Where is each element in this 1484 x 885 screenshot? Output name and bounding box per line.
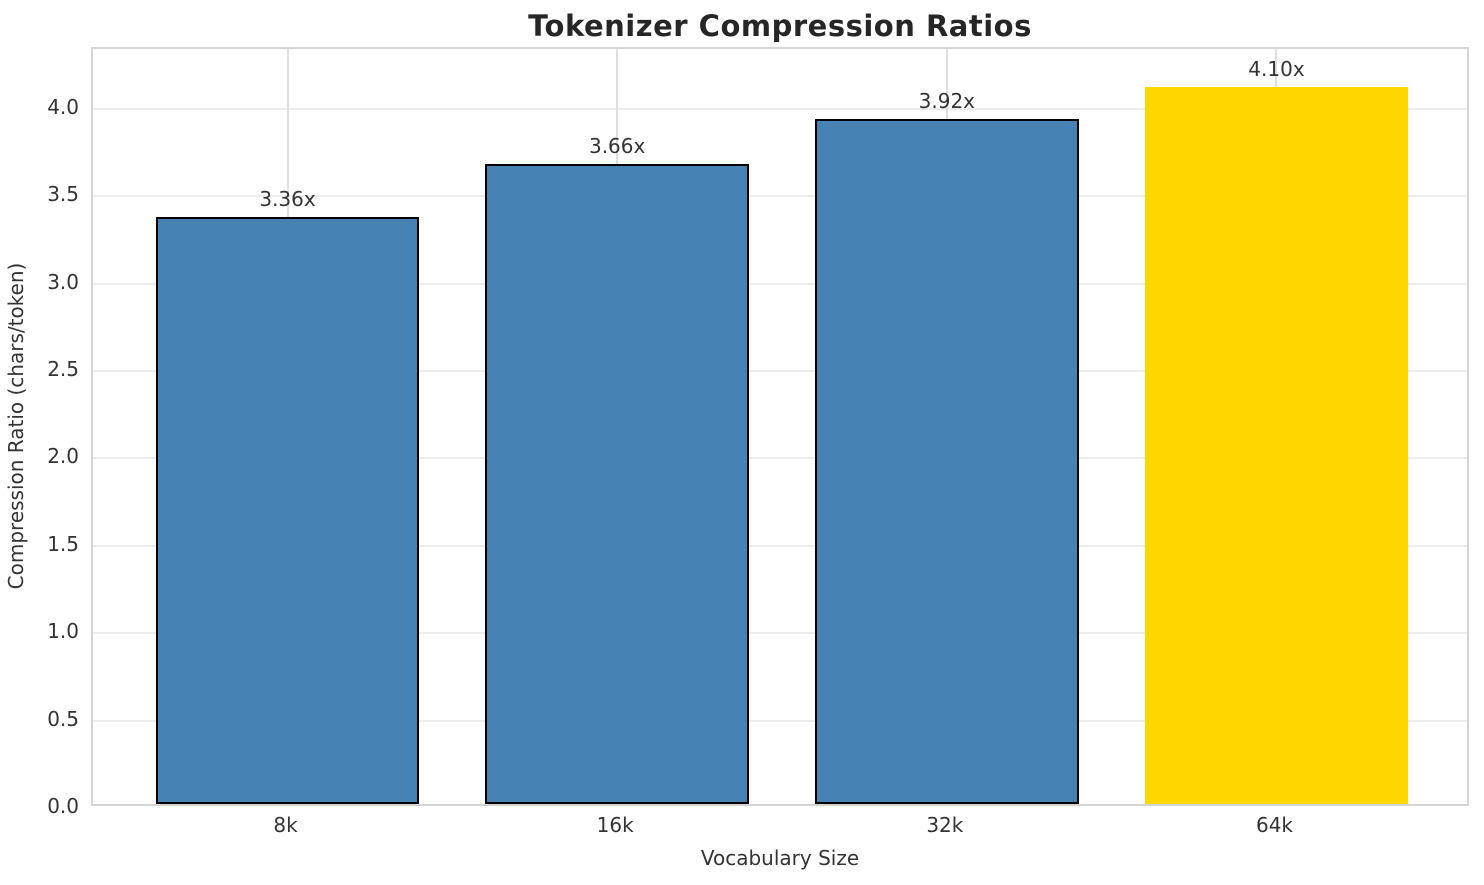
bar-value-label-8k: 3.36x	[259, 186, 316, 211]
y-tick-label-0.5: 0.5	[47, 706, 79, 731]
y-tick-label-0.0: 0.0	[47, 794, 79, 818]
y-tick-label-2.5: 2.5	[47, 357, 79, 382]
x-tick-label-64k: 64k	[1255, 813, 1293, 837]
bar-value-label-32k: 3.92x	[918, 88, 976, 113]
y-axis-ticks: 0.0 0.5 1.0 1.5 2.0 2.5 3.0 3.5 4.0	[0, 47, 79, 818]
gridline-horizontal-1.5	[93, 544, 1467, 547]
gridline-horizontal-2.5	[93, 370, 1467, 373]
y-tick-label-3.5: 3.5	[47, 182, 79, 207]
gridline-horizontal-3.5	[93, 195, 1467, 198]
x-tick-label-8k: 8k	[273, 813, 298, 837]
gridline-horizontal-0.5	[93, 719, 1467, 722]
bar-8k	[155, 216, 420, 804]
plot-area: 3.36x 3.66x 3.92x 4.10x	[91, 47, 1469, 806]
y-tick-label-3.0: 3.0	[47, 269, 79, 294]
bar-32k	[814, 118, 1079, 804]
bar-16k	[485, 164, 750, 804]
gridline-horizontal-2.0	[93, 457, 1467, 460]
y-tick-label-2.0: 2.0	[47, 444, 79, 469]
chart-title: Tokenizer Compression Ratios	[528, 9, 1032, 43]
y-tick-label-4.0: 4.0	[47, 94, 79, 119]
x-axis-label: Vocabulary Size	[700, 846, 860, 870]
gridline-horizontal-4.0	[93, 107, 1467, 110]
gridline-horizontal-3.0	[93, 282, 1467, 285]
bar-64k	[1144, 87, 1409, 804]
bar-value-label-16k: 3.66x	[588, 134, 646, 159]
y-axis-label: Compression Ratio (chars/token)	[4, 262, 28, 590]
x-tick-label-16k: 16k	[596, 813, 634, 837]
y-tick-label-1.0: 1.0	[47, 619, 79, 644]
x-axis-ticks: 8k 16k 32k 64k	[91, 813, 1469, 841]
y-tick-label-1.5: 1.5	[47, 531, 79, 556]
bar-value-label-64k: 4.10x	[1248, 57, 1305, 82]
gridline-horizontal-1.0	[93, 632, 1467, 635]
x-tick-label-32k: 32k	[926, 813, 964, 837]
